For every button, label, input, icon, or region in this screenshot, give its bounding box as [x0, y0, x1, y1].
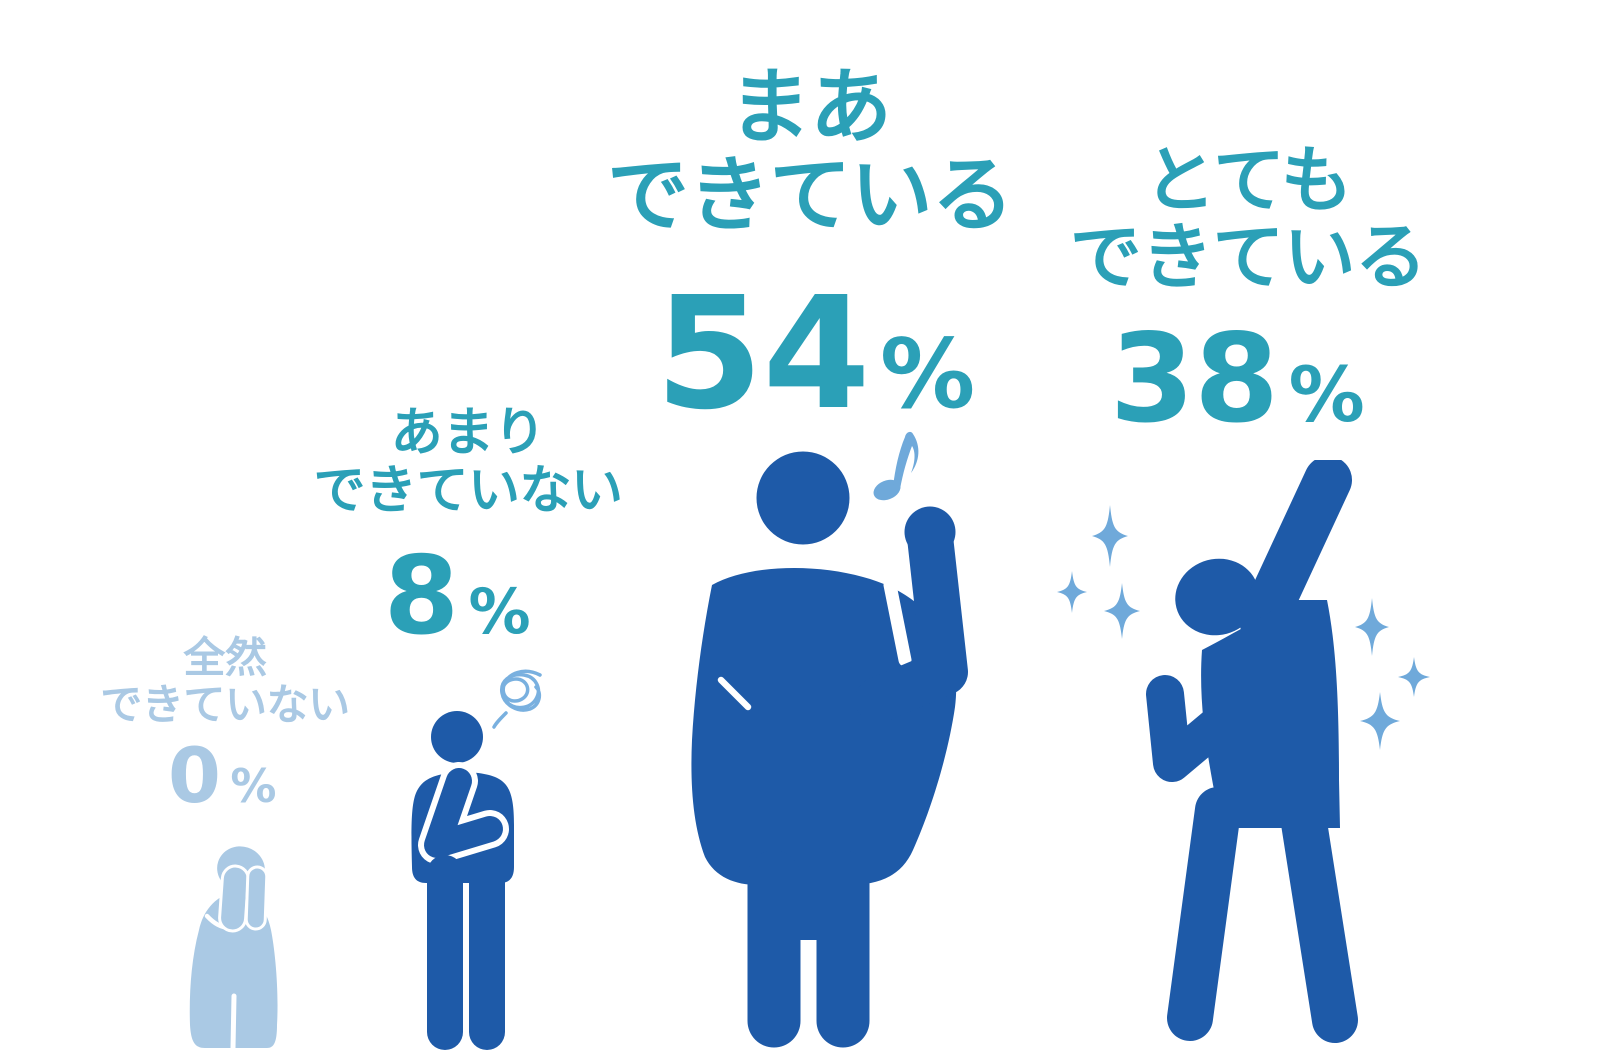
- person-singing-icon: [691, 431, 968, 1048]
- tangle-scribble-icon: [492, 669, 542, 729]
- value-totemo: 38 %: [1110, 318, 1365, 440]
- category-label-totemo: とても できている: [1069, 138, 1427, 299]
- value-maa-number: 54: [655, 263, 871, 444]
- category-label-zenzen-line2: できていない: [100, 680, 350, 729]
- value-zenzen: 0 %: [167, 731, 277, 820]
- category-label-maa-line2: できている: [607, 148, 1014, 243]
- hand-right: [244, 865, 269, 931]
- value-totemo-percent-sign: %: [1288, 350, 1365, 439]
- sparkle-cluster-left: [1057, 505, 1140, 639]
- person-head: [1175, 558, 1259, 636]
- person-head: [431, 711, 483, 763]
- value-maa: 54 %: [655, 263, 975, 444]
- value-amari-percent-sign: %: [468, 575, 531, 648]
- value-amari: 8 %: [383, 534, 531, 659]
- sparkle-icon: [1092, 505, 1128, 567]
- sparkle-icon: [1355, 598, 1389, 656]
- person-crying-icon: [189, 846, 278, 1051]
- music-note-icon: [873, 431, 919, 501]
- category-label-zenzen: 全然 できていない: [100, 633, 350, 729]
- value-amari-number: 8: [383, 534, 459, 659]
- category-label-totemo-line2: できている: [1069, 215, 1427, 299]
- armpit-gap: [883, 578, 912, 667]
- category-label-zenzen-line1: 全然: [183, 633, 267, 682]
- crossed-arm: [424, 768, 503, 858]
- person-leg-right: [1279, 787, 1358, 1043]
- raised-arm: [1239, 460, 1352, 644]
- hand-left: [218, 864, 250, 933]
- category-label-amari-line2: できていない: [313, 461, 623, 521]
- sparkle-icon: [1398, 657, 1430, 697]
- raised-fist: [904, 506, 956, 558]
- category-label-amari-line1: あまり: [390, 403, 546, 463]
- category-label-amari: あまり できていない: [314, 404, 623, 520]
- person-leg-left: [1167, 787, 1241, 1041]
- value-totemo-number: 38: [1109, 308, 1279, 450]
- person-head: [756, 451, 850, 545]
- bent-arm: [1146, 675, 1234, 782]
- hand-gap-line: [717, 676, 752, 711]
- category-label-totemo-line1: とても: [1143, 138, 1353, 222]
- category-label-maa-line1: まあ: [728, 60, 892, 155]
- person-cheering-icon: [1057, 460, 1430, 1043]
- person-worried-icon: [411, 669, 542, 1050]
- sparkle-icon: [1057, 571, 1087, 613]
- sparkle-cluster-right: [1355, 598, 1430, 750]
- leg-gap-line: [230, 993, 237, 1051]
- value-zenzen-number: 0: [167, 731, 221, 820]
- sparkle-icon: [1360, 692, 1400, 750]
- category-label-maa: まあ できている: [607, 60, 1014, 243]
- sparkle-icon: [1104, 583, 1140, 639]
- person-torso: [1201, 600, 1340, 828]
- value-maa-percent-sign: %: [880, 320, 975, 430]
- value-zenzen-percent-sign: %: [230, 759, 277, 813]
- raised-arm: [855, 514, 968, 723]
- person-torso: [691, 567, 957, 885]
